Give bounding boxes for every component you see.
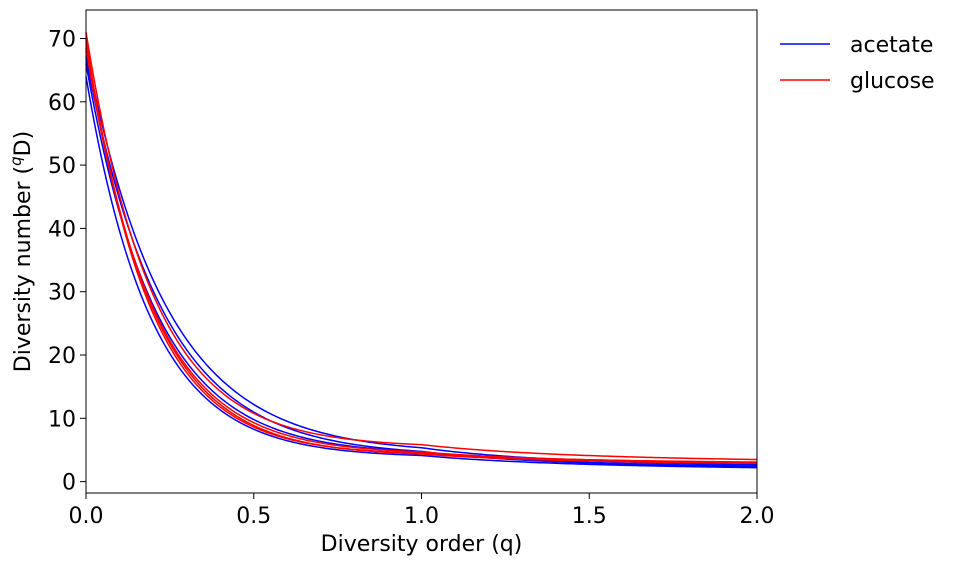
x-tick-label: 1.0 <box>404 504 439 529</box>
x-tick-label: 0.0 <box>69 504 104 529</box>
y-tick-label: 60 <box>48 91 76 116</box>
series-line-acetate <box>85 57 758 468</box>
y-tick-label: 0 <box>62 471 76 496</box>
x-tick-label: 1.5 <box>572 504 607 529</box>
series-line-glucose <box>85 32 758 461</box>
y-axis-label: Diversity number (qD) <box>7 131 36 372</box>
series-line-glucose <box>85 41 758 465</box>
series-line-glucose <box>85 38 758 463</box>
series-layer <box>85 32 758 469</box>
y-axis-label-end: D) <box>11 131 36 157</box>
y-tick-label: 10 <box>48 407 76 432</box>
legend-label-glucose: glucose <box>850 69 935 94</box>
x-tick-label: 0.5 <box>236 504 271 529</box>
y-axis-label-superscript: q <box>7 156 25 166</box>
y-tick-label: 40 <box>48 217 76 242</box>
series-line-acetate <box>85 51 758 466</box>
y-axis-label-main: Diversity number ( <box>11 166 36 372</box>
y-tick-label: 70 <box>48 27 76 52</box>
x-axis-label: Diversity order (q) <box>321 532 523 557</box>
y-tick-label: 20 <box>48 344 76 369</box>
series-line-acetate <box>85 76 758 469</box>
x-axis: 0.0 0.5 1.0 1.5 2.0 <box>69 493 775 529</box>
x-tick-label: 2.0 <box>740 504 775 529</box>
series-line-glucose <box>85 47 758 464</box>
y-tick-label: 50 <box>48 154 76 179</box>
legend-label-acetate: acetate <box>850 33 933 58</box>
series-line-acetate <box>85 63 758 467</box>
legend: acetate glucose <box>780 33 935 94</box>
y-axis: 0 10 20 30 40 50 60 70 <box>48 27 86 496</box>
plot-frame <box>85 9 758 494</box>
y-tick-label: 30 <box>48 281 76 306</box>
